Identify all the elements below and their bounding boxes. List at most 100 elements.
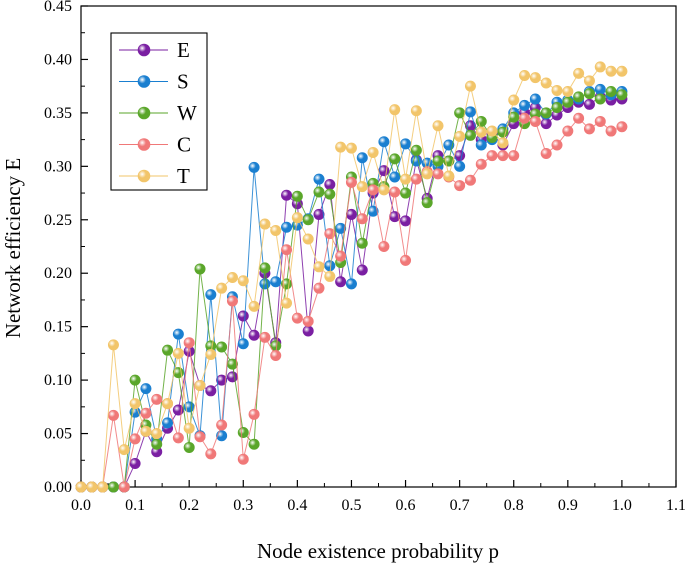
data-point-C [529, 115, 541, 127]
legend-label-C: C [177, 133, 191, 157]
data-point-C [291, 312, 303, 324]
data-point-C [540, 148, 552, 160]
data-point-W [432, 155, 444, 167]
data-point-T [97, 481, 109, 493]
data-point-S [205, 289, 217, 301]
data-point-T [205, 348, 217, 360]
legend-marker-W [137, 106, 151, 120]
data-point-T [345, 142, 357, 154]
data-point-W [410, 144, 422, 156]
data-point-C [151, 393, 163, 405]
x-tick-label: 0.8 [504, 497, 524, 514]
data-point-S [594, 83, 606, 95]
data-point-E [226, 371, 238, 383]
data-point-C [313, 282, 325, 294]
data-point-W [324, 188, 336, 200]
data-point-S [162, 417, 174, 429]
data-point-T [464, 80, 476, 92]
data-point-T [216, 282, 228, 294]
data-point-W [107, 481, 119, 493]
data-point-W [129, 374, 141, 386]
data-point-C [140, 407, 152, 419]
y-tick-label: 0.00 [44, 479, 72, 496]
data-point-T [454, 130, 466, 142]
data-point-T [226, 271, 238, 283]
data-point-W [594, 93, 606, 105]
data-point-E [356, 264, 368, 276]
data-point-C [172, 432, 184, 444]
data-point-W [259, 262, 271, 274]
data-point-E [237, 310, 249, 322]
data-point-W [356, 237, 368, 249]
data-point-T [475, 126, 487, 138]
data-point-E [540, 118, 552, 130]
data-point-W [454, 107, 466, 119]
data-point-T [151, 428, 163, 440]
data-point-C [475, 158, 487, 170]
data-point-C [335, 250, 347, 262]
x-tick-label: 0.3 [233, 497, 253, 514]
data-point-C [605, 125, 617, 137]
data-point-C [129, 433, 141, 445]
data-point-C [616, 121, 628, 133]
x-tick-label: 1.1 [666, 497, 685, 514]
data-point-S [248, 161, 260, 173]
y-tick-label: 0.15 [44, 319, 72, 336]
data-point-T [118, 444, 130, 456]
data-point-E [281, 189, 293, 201]
data-point-C [281, 244, 293, 256]
data-point-C [573, 112, 585, 124]
legend-label-E: E [177, 38, 190, 62]
y-tick-label: 0.35 [44, 105, 72, 122]
data-point-S [345, 278, 357, 290]
data-point-T [529, 72, 541, 84]
data-point-C [594, 115, 606, 127]
data-point-T [107, 339, 119, 351]
x-axis-title: Node existence probability p [257, 539, 499, 563]
data-point-T [335, 141, 347, 153]
data-point-T [237, 275, 249, 287]
x-tick-label: 0.7 [450, 497, 470, 514]
data-point-S [356, 152, 368, 164]
data-point-E [345, 208, 357, 220]
data-point-C [454, 180, 466, 192]
x-tick-label: 0.6 [396, 497, 416, 514]
data-point-W [151, 438, 163, 450]
data-point-W [508, 111, 520, 123]
axis-titles: Node existence probability p Network eff… [1, 158, 499, 563]
y-tick-label: 0.40 [44, 51, 72, 68]
data-point-W [583, 88, 595, 100]
series-T [75, 61, 628, 493]
data-point-C [248, 408, 260, 420]
data-point-T [573, 67, 585, 79]
data-point-W [248, 438, 260, 450]
legend-marker-S [137, 75, 151, 88]
data-point-C [378, 241, 390, 253]
data-point-C [497, 150, 509, 162]
y-tick-label: 0.25 [44, 212, 72, 229]
data-point-S [378, 136, 390, 148]
y-tick-label: 0.30 [44, 158, 72, 175]
data-point-T [172, 347, 184, 359]
data-point-T [183, 422, 195, 434]
y-tick-label: 0.10 [44, 372, 72, 389]
data-point-S [313, 173, 325, 185]
data-point-T [486, 125, 498, 137]
data-point-T [508, 94, 520, 106]
x-tick-label: 0.5 [341, 497, 361, 514]
data-point-T [313, 261, 325, 273]
data-point-E [400, 215, 412, 227]
data-point-T [583, 75, 595, 87]
data-point-S [475, 139, 487, 151]
legend-box [110, 32, 208, 191]
data-point-E [313, 208, 325, 220]
data-point-T [270, 224, 282, 236]
data-point-W [562, 96, 574, 108]
data-point-C [345, 176, 357, 188]
legend-marker-T [137, 169, 151, 183]
data-point-S [464, 106, 476, 118]
x-tick-label: 0.4 [287, 497, 307, 514]
data-point-W [540, 107, 552, 119]
legend-marker-C [137, 138, 151, 151]
